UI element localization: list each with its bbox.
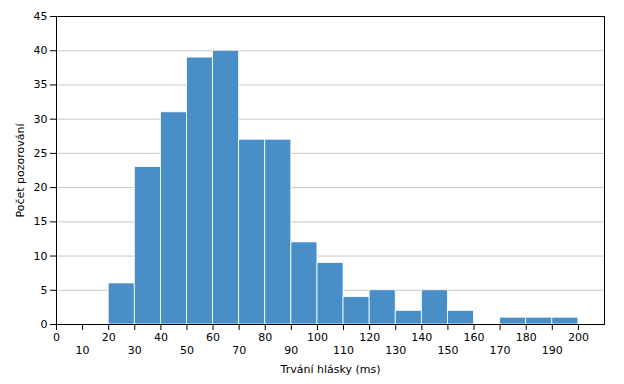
svg-text:30: 30 [34, 113, 48, 126]
svg-text:10: 10 [76, 344, 90, 357]
svg-text:200: 200 [568, 331, 589, 344]
svg-text:150: 150 [437, 344, 458, 357]
svg-text:50: 50 [180, 344, 194, 357]
svg-text:0: 0 [41, 318, 48, 331]
svg-text:20: 20 [102, 331, 116, 344]
svg-text:30: 30 [128, 344, 142, 357]
svg-text:0: 0 [53, 331, 60, 344]
svg-text:90: 90 [284, 344, 298, 357]
svg-text:80: 80 [258, 331, 272, 344]
svg-text:170: 170 [490, 344, 511, 357]
svg-text:180: 180 [516, 331, 537, 344]
svg-text:160: 160 [464, 331, 485, 344]
svg-text:40: 40 [154, 331, 168, 344]
svg-text:10: 10 [34, 250, 48, 263]
svg-text:140: 140 [411, 331, 432, 344]
svg-text:190: 190 [542, 344, 563, 357]
svg-text:120: 120 [359, 331, 380, 344]
svg-text:35: 35 [34, 78, 48, 91]
svg-text:60: 60 [206, 331, 220, 344]
svg-text:40: 40 [34, 44, 48, 57]
svg-text:130: 130 [385, 344, 406, 357]
svg-text:100: 100 [307, 331, 328, 344]
svg-text:110: 110 [333, 344, 354, 357]
svg-text:Počet pozorování: Počet pozorování [14, 123, 27, 218]
svg-text:70: 70 [232, 344, 246, 357]
svg-text:15: 15 [34, 215, 48, 228]
svg-text:5: 5 [41, 284, 48, 297]
svg-text:Trvání hlásky (ms): Trvání hlásky (ms) [280, 363, 381, 376]
svg-text:20: 20 [34, 181, 48, 194]
svg-text:45: 45 [34, 10, 48, 23]
svg-text:25: 25 [34, 147, 48, 160]
